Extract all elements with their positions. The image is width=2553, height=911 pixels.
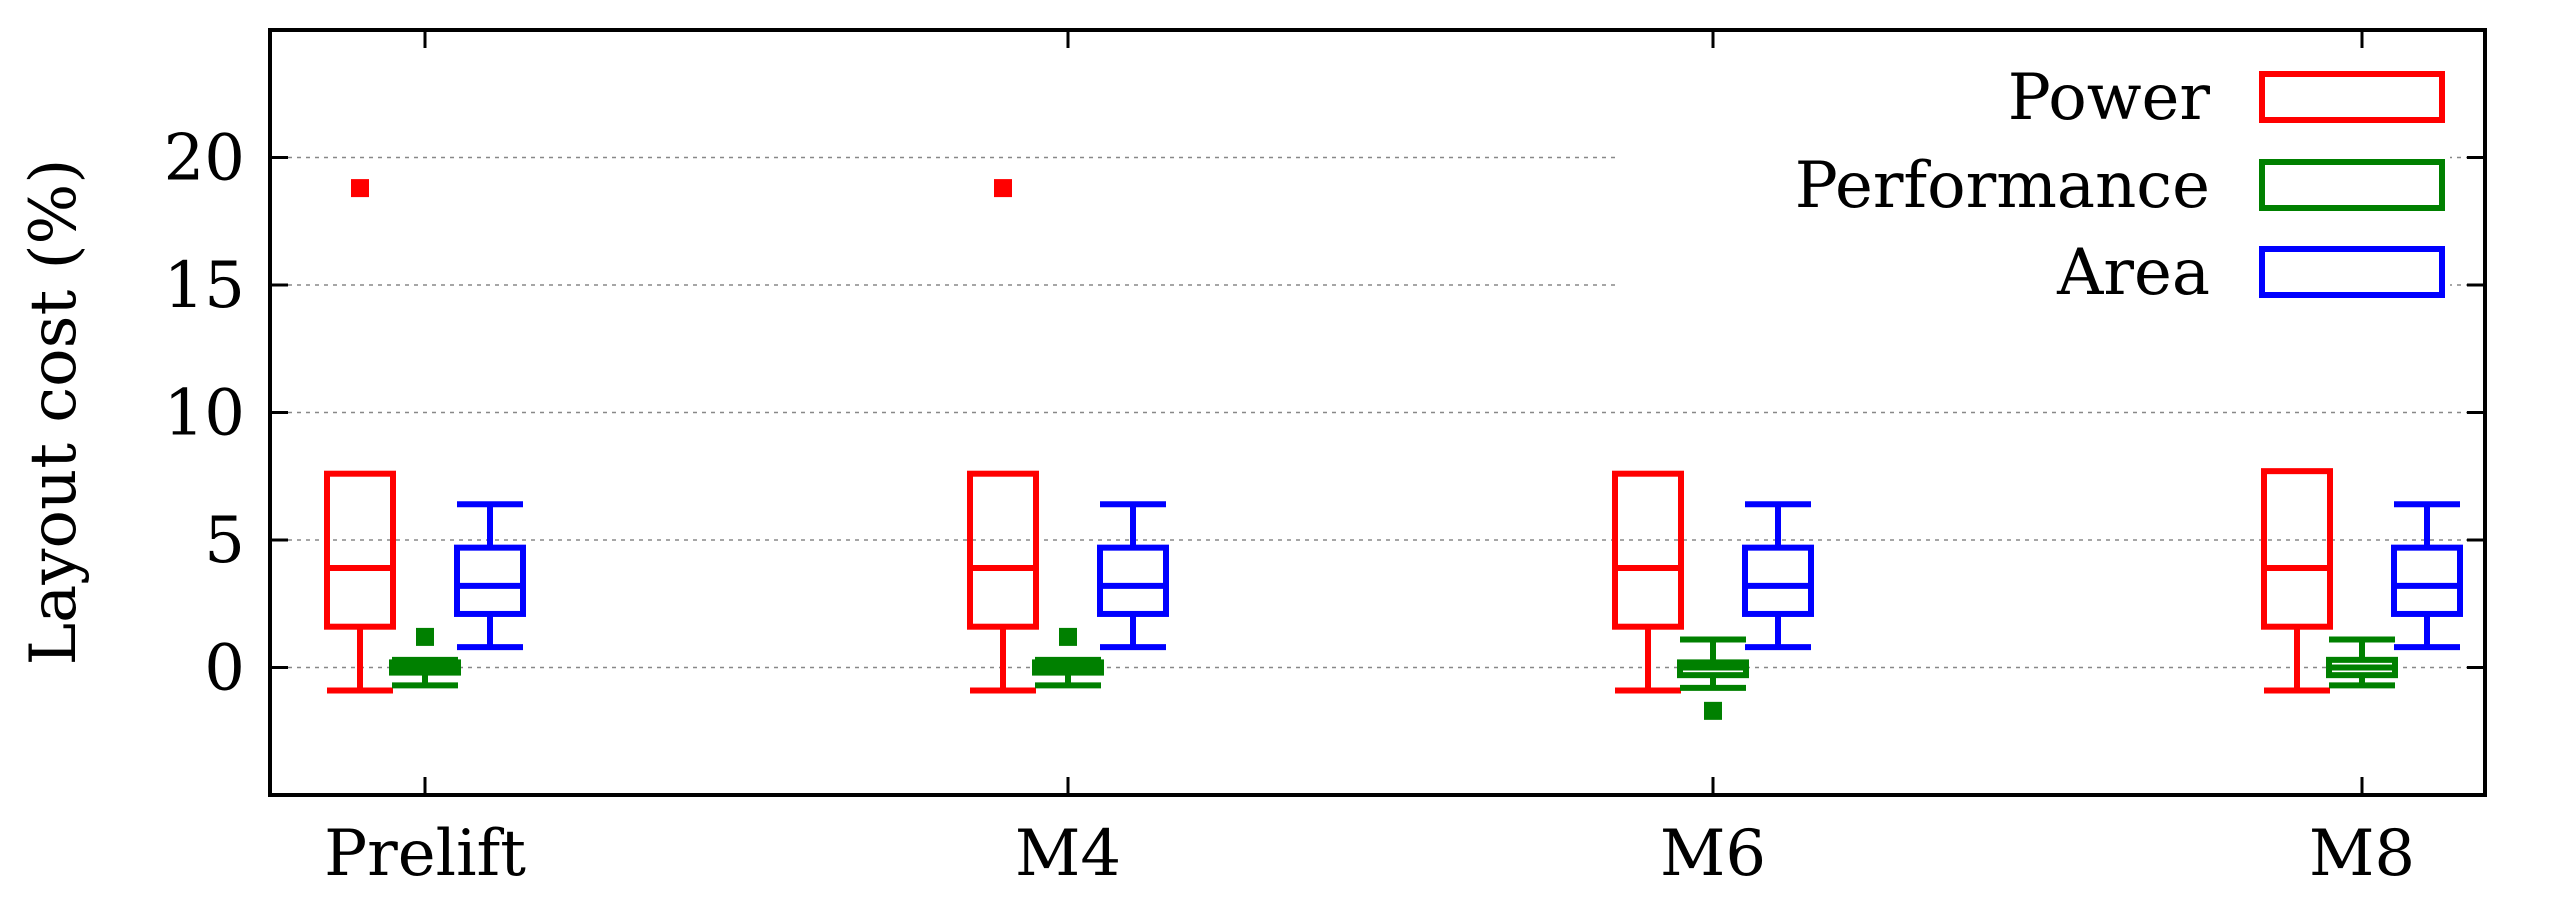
x-tick-label: M8 [2309, 817, 2415, 891]
legend-label: Power [2008, 61, 2211, 135]
legend-background [1620, 55, 2450, 320]
legend: Power Performance Area [1620, 55, 2450, 320]
series-performance [389, 627, 2398, 720]
box-area [2391, 501, 2463, 651]
box-body [1097, 544, 1169, 617]
outlier-point [351, 179, 369, 198]
box-body [1612, 470, 1684, 630]
outlier-point [1059, 627, 1077, 646]
legend-item-area: Area [2056, 236, 2445, 310]
y-tick-label: 0 [204, 632, 245, 706]
outlier-point [416, 627, 434, 646]
series-area [454, 501, 2463, 651]
box-performance [1677, 636, 1749, 720]
outlier-point [1704, 701, 1722, 720]
legend-swatch [2259, 159, 2445, 211]
box-area [1097, 501, 1169, 651]
box-performance [389, 627, 461, 689]
x-ticks: Prelift M4 M6 M8 [324, 30, 2415, 891]
y-axis-label: Layout cost (%) [17, 159, 91, 666]
y-tick-label: 15 [164, 249, 245, 323]
legend-label: Area [2056, 236, 2210, 310]
box-area [454, 501, 526, 651]
box-body [967, 470, 1039, 630]
box-power [967, 179, 1039, 694]
legend-item-power: Power [2008, 61, 2445, 135]
legend-item-performance: Performance [1795, 149, 2445, 223]
y-ticks: 0 5 10 15 20 [164, 122, 2485, 706]
y-tick-label: 10 [164, 377, 245, 451]
box-body [2391, 544, 2463, 617]
box-area [1742, 501, 1814, 651]
box-body [2261, 468, 2333, 630]
legend-swatch [2259, 71, 2445, 123]
box-body [1742, 544, 1814, 617]
x-tick-label: Prelift [324, 817, 526, 891]
box-performance [2326, 636, 2398, 689]
y-tick-label: 5 [204, 504, 245, 578]
x-tick-label: M6 [1660, 817, 1766, 891]
x-tick-label: M4 [1015, 817, 1121, 891]
box-performance [1032, 627, 1104, 689]
box-body [324, 470, 396, 630]
y-tick-label: 20 [164, 122, 245, 196]
box-power [324, 179, 396, 694]
box-body [454, 544, 526, 617]
legend-label: Performance [1795, 149, 2210, 223]
legend-swatch [2259, 246, 2445, 298]
outlier-point [994, 179, 1012, 198]
